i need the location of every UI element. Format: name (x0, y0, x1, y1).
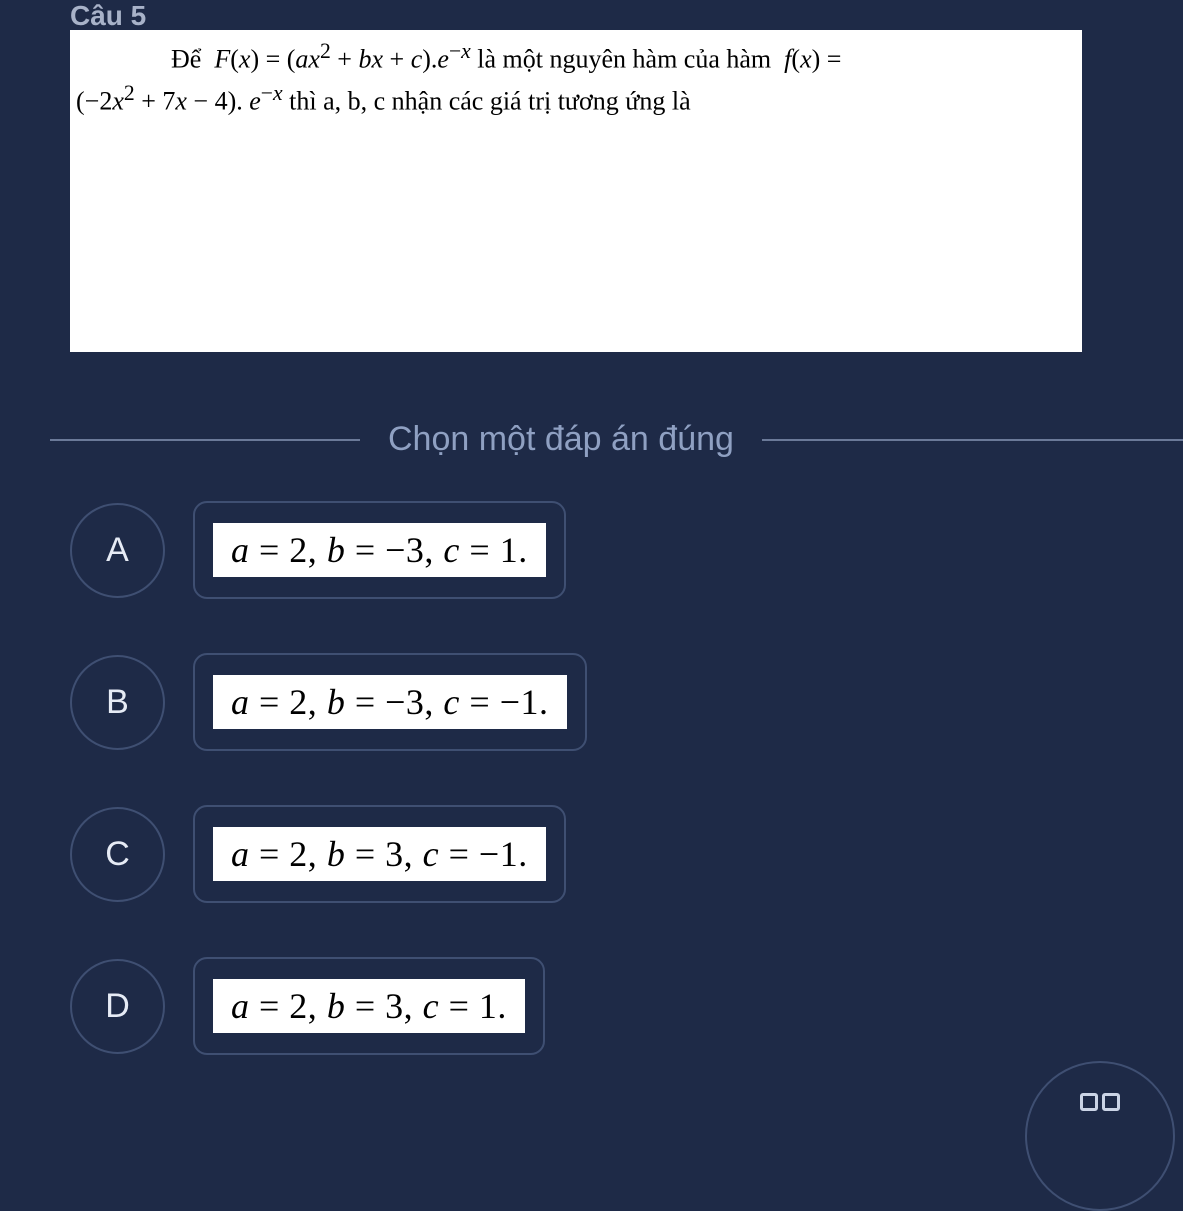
option-letter-a[interactable]: A (70, 503, 165, 598)
grid-view-button[interactable] (1025, 1061, 1175, 1211)
option-math-c: a = 2, b = 3, c = −1. (213, 827, 546, 881)
question-panel: Để F(x) = (ax2 + bx + c).e−x là một nguy… (70, 30, 1082, 352)
option-letter-d[interactable]: D (70, 959, 165, 1054)
section-divider: Chọn một đáp án đúng (0, 420, 1183, 459)
option-letter-b[interactable]: B (70, 655, 165, 750)
option-math-a: a = 2, b = −3, c = 1. (213, 523, 546, 577)
option-math-b: a = 2, b = −3, c = −1. (213, 675, 567, 729)
option-math-d: a = 2, b = 3, c = 1. (213, 979, 525, 1033)
question-line-1: Để F(x) = (ax2 + bx + c).e−x là một nguy… (76, 36, 1076, 78)
question-number-label: Câu 5 (70, 0, 146, 32)
option-box-b[interactable]: a = 2, b = −3, c = −1. (193, 653, 587, 751)
divider-line-left (50, 439, 360, 441)
option-box-a[interactable]: a = 2, b = −3, c = 1. (193, 501, 566, 599)
option-box-c[interactable]: a = 2, b = 3, c = −1. (193, 805, 566, 903)
question-line-2: (−2x2 + 7x − 4). e−x thì a, b, c nhận cá… (76, 78, 1076, 120)
grid-icon (1080, 1093, 1120, 1111)
divider-line-right (762, 439, 1183, 441)
option-box-d[interactable]: a = 2, b = 3, c = 1. (193, 957, 545, 1055)
divider-label: Chọn một đáp án đúng (360, 420, 762, 459)
option-row-a: A a = 2, b = −3, c = 1. (70, 495, 1110, 605)
option-row-d: D a = 2, b = 3, c = 1. (70, 951, 1110, 1061)
options-container: A a = 2, b = −3, c = 1. B a = 2, b = −3,… (70, 495, 1110, 1103)
option-row-b: B a = 2, b = −3, c = −1. (70, 647, 1110, 757)
option-letter-c[interactable]: C (70, 807, 165, 902)
option-row-c: C a = 2, b = 3, c = −1. (70, 799, 1110, 909)
